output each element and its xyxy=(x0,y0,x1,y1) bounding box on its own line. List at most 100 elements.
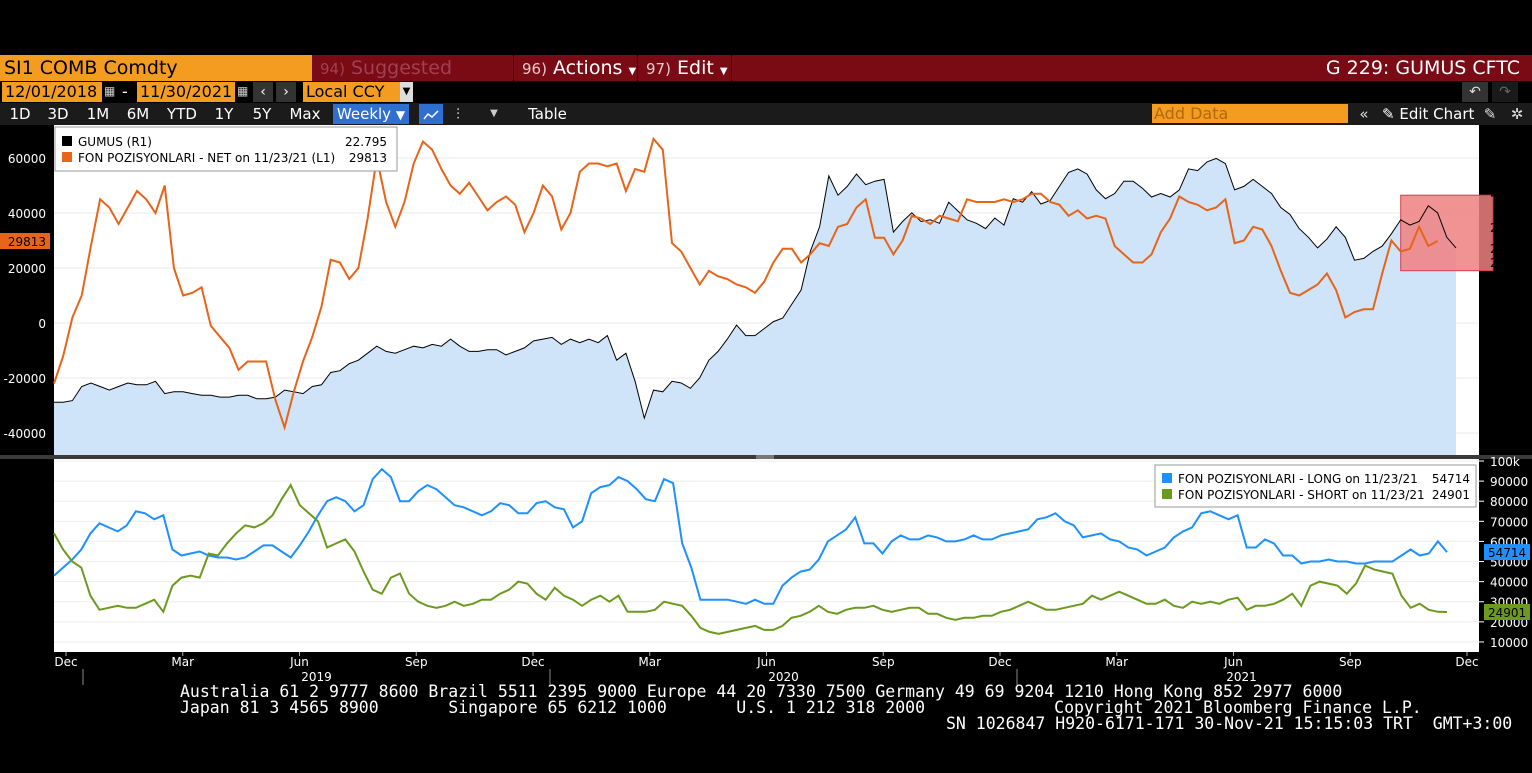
upper-legend: GUMUS (R1) 22.795 FON POZISYONLARI - NET… xyxy=(54,126,398,172)
gumus-area xyxy=(54,158,1456,455)
end-date-field[interactable]: 11/30/2021 xyxy=(137,82,235,102)
x-tick-label: Sep xyxy=(1339,655,1362,669)
right-tick-label: 12.000 xyxy=(1490,431,1532,445)
candlestick-icon[interactable]: ⫶ xyxy=(456,105,460,123)
edit-menu[interactable]: 97) Edit ▼ xyxy=(640,55,732,81)
net-line xyxy=(53,136,1439,432)
footer-contacts-copyright: Japan 81 3 4565 8900 Singapore 65 6212 1… xyxy=(180,698,1422,717)
lower-right-axis: 100k900008000070000600005000040000300002… xyxy=(1479,455,1530,650)
highlight-box xyxy=(1400,194,1494,272)
right-tick-label: 14.000 xyxy=(1490,396,1532,410)
footer-contacts: Australia 61 2 9777 8600 Brazil 5511 239… xyxy=(180,682,1343,701)
left-axis: 60000 40000 20000 0 -20000 -40000 29813 xyxy=(0,152,50,441)
date-separator: - xyxy=(122,82,128,101)
caret-down-icon: ▼ xyxy=(395,108,406,122)
x-tick-label: Jun xyxy=(289,655,309,669)
frequency-label: Weekly xyxy=(336,105,392,123)
legend-swatch xyxy=(1162,489,1172,499)
divider-handle[interactable] xyxy=(756,455,774,459)
right-tick-label: 22.000 xyxy=(1490,256,1532,270)
menu-number: 97) xyxy=(646,60,671,78)
x-tick-label: Jun xyxy=(1223,655,1243,669)
year-label: 2021 xyxy=(1226,670,1257,684)
menu-label: Edit xyxy=(677,57,714,79)
legend-label: FON POZISYONLARI - NET on 11/23/21 (L1) xyxy=(78,151,335,165)
x-tick-label: Mar xyxy=(1105,655,1128,669)
chart-area[interactable]: 60000 40000 20000 0 -20000 -40000 29813 28.000… xyxy=(0,125,1532,685)
undo-icon[interactable]: ↶ xyxy=(1462,82,1488,102)
x-tick-label: Jun xyxy=(756,655,776,669)
left-tick-label: -20000 xyxy=(3,372,46,386)
caret-down-icon: ▼ xyxy=(628,66,637,77)
legend-swatch xyxy=(62,136,72,146)
redo-icon[interactable]: ↷ xyxy=(1492,82,1518,102)
gear-icon[interactable]: ✲ xyxy=(1510,105,1524,123)
caret-down-icon: ▼ xyxy=(719,66,728,77)
legend-value: 54714 xyxy=(1432,472,1470,486)
start-date-field[interactable]: 12/01/2018 xyxy=(2,82,102,102)
legend-label: GUMUS (R1) xyxy=(78,135,152,149)
right-tick-label: 24.000 xyxy=(1490,221,1532,235)
line-chart-icon[interactable] xyxy=(419,104,443,124)
lower-legend: FON POZISYONLARI - LONG on 11/23/21 5471… xyxy=(1154,464,1477,508)
range-1m-button[interactable]: 1M xyxy=(86,105,110,123)
legend-value: 22.795 xyxy=(345,135,387,149)
edit-chart-button[interactable]: ✎ Edit Chart xyxy=(1382,103,1474,125)
right-current-label: 22.795 xyxy=(1490,242,1532,256)
next-period-button[interactable]: › xyxy=(276,82,296,102)
current-value-badge xyxy=(0,233,50,250)
range-3d-button[interactable]: 3D xyxy=(47,105,69,123)
left-tick-label: 40000 xyxy=(8,207,46,221)
calendar-icon[interactable]: ▦ xyxy=(237,84,249,98)
range-6m-button[interactable]: 6M xyxy=(126,105,150,123)
right-tick-label: 28.000 xyxy=(1490,151,1532,165)
x-tick-label: Dec xyxy=(988,655,1011,669)
x-axis: Dec Mar Jun Sep Dec Mar Jun Sep Dec Mar Jun Sep Dec 2… xyxy=(54,652,1479,685)
lower-tick-label: 10000 xyxy=(1490,636,1528,650)
collapse-icon[interactable]: « xyxy=(1359,105,1369,123)
year-label: 2020 xyxy=(768,670,799,684)
range-1d-button[interactable]: 1D xyxy=(9,105,31,123)
current-value-label: 24901 xyxy=(1488,606,1526,620)
menu-number: 96) xyxy=(522,60,547,78)
x-tick-label: Mar xyxy=(171,655,194,669)
x-tick-label: Dec xyxy=(54,655,77,669)
frequency-select[interactable]: Weekly ▼ xyxy=(333,104,409,124)
footer-session: SN 1026847 H920-6171-171 30-Nov-21 15:15… xyxy=(946,714,1513,733)
menu-label: Actions xyxy=(553,57,623,79)
range-ytd-button[interactable]: YTD xyxy=(167,105,197,123)
currency-select[interactable]: Local CCY xyxy=(303,82,413,102)
calendar-icon[interactable]: ▦ xyxy=(104,84,116,98)
range-1y-button[interactable]: 1Y xyxy=(214,105,234,123)
legend-value: 29813 xyxy=(349,151,387,165)
short-line xyxy=(53,483,1448,635)
legend-value: 24901 xyxy=(1432,488,1470,502)
right-tick-label: 26.000 xyxy=(1490,186,1532,200)
suggested-charts-menu[interactable]: 94) Suggested Charts xyxy=(314,55,514,106)
current-value-badge xyxy=(1484,603,1530,620)
ticker-field[interactable]: SI1 COMB Comdty xyxy=(0,55,312,81)
edit-chart-label: Edit Chart xyxy=(1399,105,1475,123)
chevron-down-icon[interactable]: ▼ xyxy=(490,108,498,119)
gumus-line xyxy=(54,157,1457,420)
annotate-icon[interactable]: ✎ xyxy=(1483,105,1497,123)
range-max-button[interactable]: Max xyxy=(289,105,321,123)
left-tick-label: 0 xyxy=(38,317,46,331)
prev-period-button[interactable]: ‹ xyxy=(253,82,273,102)
table-button[interactable]: Table xyxy=(528,105,567,123)
lower-tick-label: 40000 xyxy=(1490,576,1528,590)
year-label: 2019 xyxy=(301,670,332,684)
x-tick-label: Dec xyxy=(1455,655,1478,669)
page-title: G 229: GUMUS CFTC xyxy=(1325,57,1520,79)
lower-tick-label: 70000 xyxy=(1490,515,1528,529)
x-tick-label: Mar xyxy=(638,655,661,669)
long-line xyxy=(53,467,1448,605)
menu-number: 94) xyxy=(320,60,345,78)
current-value-label: 29813 xyxy=(8,235,46,249)
chevron-down-icon[interactable]: ▼ xyxy=(400,82,413,102)
x-tick-label: Sep xyxy=(405,655,428,669)
lower-tick-label: 90000 xyxy=(1490,475,1528,489)
range-5y-button[interactable]: 5Y xyxy=(252,105,272,123)
actions-menu[interactable]: 96) Actions ▼ xyxy=(516,55,638,81)
add-data-input[interactable]: Add Data xyxy=(1152,104,1348,123)
